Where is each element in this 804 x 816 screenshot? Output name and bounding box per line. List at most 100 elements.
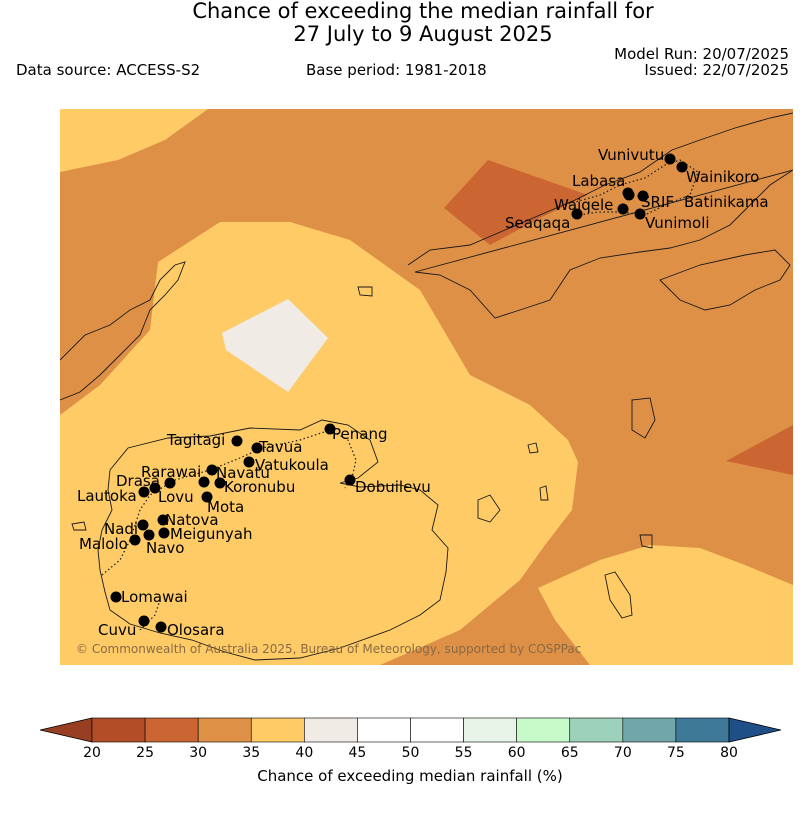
station-label: Penang [332, 425, 387, 443]
station-label: Wainikoro [686, 168, 759, 186]
station-label: Batinikama [684, 193, 769, 211]
colorbar-bin [463, 717, 517, 743]
station-dot [571, 208, 583, 220]
station-label: Mota [207, 498, 244, 516]
colorbar-tick-label: 70 [613, 745, 632, 761]
station-dot [344, 474, 356, 486]
station-label: Drasa [116, 472, 160, 490]
coastline-island-a [357, 286, 373, 297]
station-label: Cuvu [98, 621, 136, 639]
station-label: Lovu [158, 488, 194, 506]
shading-35-40-central [60, 222, 578, 665]
colorbar-bin [675, 717, 730, 743]
station-dot [138, 486, 150, 498]
border-southwest [139, 599, 161, 631]
colorbar-tick-label: 40 [295, 745, 314, 761]
station-label: Vunimoli [645, 214, 710, 232]
shading-25-30-east [726, 425, 793, 475]
colorbar-bin [91, 717, 146, 743]
station-dot [637, 190, 649, 202]
map-title-line1: Chance of exceeding the median rainfall … [192, 0, 654, 23]
station-dot [214, 477, 226, 489]
station-dot [137, 519, 149, 531]
coastline-taveuni [659, 249, 791, 311]
station-dot [251, 442, 263, 454]
colorbar-tick-label: 30 [189, 745, 208, 761]
station-label: SRIF [641, 193, 674, 211]
colorbar-tick-label: 65 [560, 745, 579, 761]
station-dot [231, 435, 243, 447]
station-label: Labasa [572, 172, 625, 190]
station-label: Malolo [79, 535, 128, 553]
station-dot [149, 482, 161, 494]
map-title-line2: 27 July to 9 August 2025 [293, 22, 553, 46]
model-run-label: Model Run: 20/07/2025 [614, 45, 789, 63]
station-layer: Vunivutu Wainikoro Labasa SRIF Batinikama Wai… [77, 146, 769, 639]
station-label: Vatukoula [255, 456, 329, 474]
station-label: Navatu [216, 464, 270, 482]
station-dot [198, 476, 210, 488]
colorbar-tick-label: 25 [136, 745, 154, 761]
colorbar-over-arrow [728, 717, 781, 743]
colorbar-bin [304, 717, 358, 743]
colorbar-tick-label: 45 [348, 745, 367, 761]
station-dot [676, 161, 688, 173]
colorbar-under-arrow [40, 717, 93, 743]
station-dot [155, 621, 167, 633]
station-label: Dobuilevu [355, 478, 431, 496]
coastline-vanua-levu [407, 112, 793, 319]
station-label: Koronubu [224, 478, 295, 496]
station-dot [158, 527, 170, 539]
coastline-island-b [539, 485, 549, 501]
map-credit: © Commonwealth of Australia 2025, Bureau… [76, 642, 581, 656]
colorbar-bin [410, 717, 464, 743]
coastline-viti-levu [97, 419, 449, 661]
coastline-ovalau [477, 494, 501, 523]
station-label: Seaqaqa [505, 214, 570, 232]
station-dot [617, 203, 629, 215]
station-dot [157, 514, 169, 526]
station-label: Tagitagi [166, 431, 225, 449]
colorbar-tick-label: 20 [83, 745, 101, 761]
station-label: Rarawai [141, 463, 201, 481]
station-dot [206, 464, 218, 476]
shading-35-40-northwest [60, 109, 208, 172]
station-label: Vunivutu [598, 146, 664, 164]
colorbar-tick-label: 35 [242, 745, 261, 761]
colorbar [40, 717, 781, 743]
station-label: Lautoka [77, 487, 137, 505]
station-label: Natova [165, 511, 219, 529]
station-label: Olosara [167, 621, 225, 639]
station-dot [623, 189, 635, 201]
coastline-island-d [71, 521, 87, 531]
station-dot [129, 534, 141, 546]
station-dot [143, 529, 155, 541]
colorbar-tick-label: 50 [401, 745, 420, 761]
colorbar-bin [250, 717, 305, 743]
coastline-yasawa [60, 261, 186, 401]
shading-40-45 [222, 299, 328, 392]
coastlines [60, 112, 793, 661]
station-dot [201, 491, 213, 503]
colorbar-tick-label: 75 [666, 745, 685, 761]
station-dot [138, 615, 150, 627]
station-label: Nadi [104, 520, 138, 538]
station-dot [164, 477, 176, 489]
station-label: Lomawai [121, 588, 188, 606]
station-dot [243, 456, 255, 468]
station-dot [634, 208, 646, 220]
station-label: Tavua [258, 438, 302, 456]
station-dot [664, 153, 676, 165]
station-dot [110, 591, 122, 603]
colorbar-label: Chance of exceeding median rainfall (%) [257, 767, 563, 785]
colorbar-bin [622, 717, 677, 743]
issued-label: Issued: 22/07/2025 [644, 61, 789, 79]
station-label: Navo [146, 539, 184, 557]
coastline-island-e [527, 442, 539, 454]
colorbar-bin [516, 717, 571, 743]
shading-35-40-southeast [538, 545, 793, 665]
station-label: Waiqele [554, 196, 613, 214]
coastline-island-c [639, 534, 653, 549]
data-source-label: Data source: ACCESS-S2 [16, 61, 201, 79]
shading-25-30-north [444, 160, 588, 245]
